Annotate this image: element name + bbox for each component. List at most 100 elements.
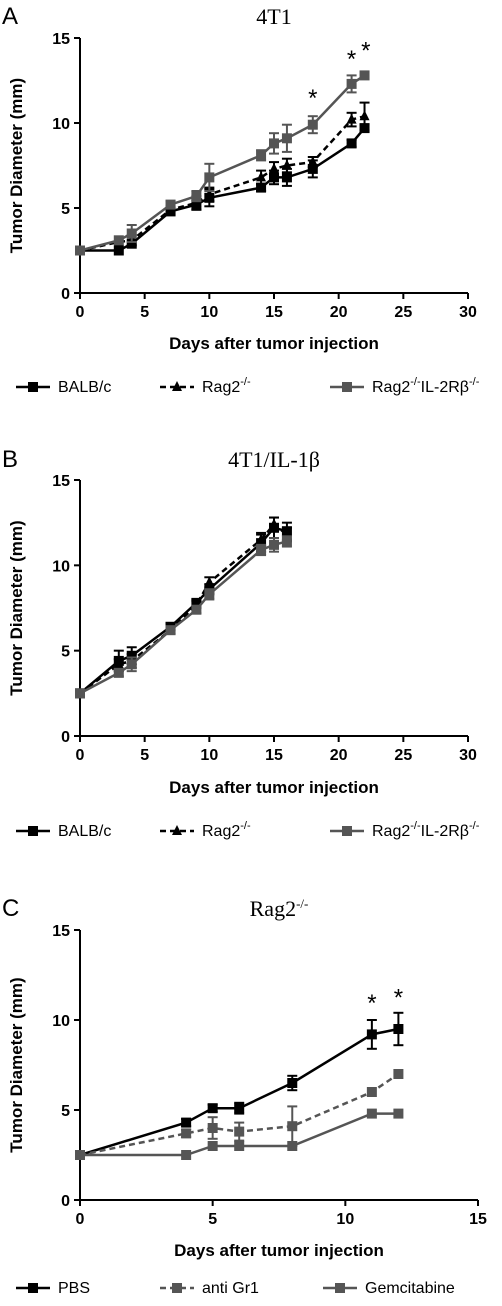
data-point	[207, 1103, 218, 1114]
legend-marker	[172, 1283, 182, 1293]
significance-star: *	[347, 46, 356, 73]
chart-title-superscript: -/-	[296, 896, 308, 911]
x-tick-label: 5	[140, 304, 149, 321]
legend-label-mid: IL-2Rβ	[421, 379, 469, 396]
legend-marker	[28, 1283, 38, 1293]
legend: BALB/c Rag2-/- Rag2-/-IL-2Rβ-/-	[16, 820, 480, 840]
legend-label-sup: -/-	[410, 376, 421, 388]
data-point	[191, 604, 202, 615]
series-0	[75, 1011, 404, 1160]
data-point	[256, 171, 267, 182]
y-axis-label: Tumor Diameter (mm)	[7, 520, 26, 695]
legend-label: Rag2-/-IL-2Rβ-/-	[372, 376, 480, 396]
series-line	[80, 127, 366, 252]
panel-letter: A	[2, 3, 18, 30]
data-point	[191, 191, 202, 202]
data-point	[346, 113, 357, 124]
x-axis-label: Days after tumor injection	[169, 334, 379, 353]
data-point	[113, 658, 124, 669]
legend-item: Rag2-/-IL-2Rβ-/-	[330, 376, 480, 396]
x-axis-label: Days after tumor injection	[169, 778, 379, 797]
legend-label-sup: -/-	[469, 376, 480, 388]
legend-label: Gemcitabine	[365, 1280, 455, 1297]
data-point	[234, 1141, 245, 1151]
data-point	[359, 110, 370, 121]
legend-marker	[335, 1283, 345, 1293]
legend-label-base: Rag2	[202, 823, 240, 840]
legend-item: Rag2-/-IL-2Rβ-/-	[330, 820, 480, 840]
legend-item: Rag2-/-	[160, 376, 251, 396]
data-point	[204, 188, 215, 199]
legend-item: BALB/c	[16, 823, 111, 840]
x-tick-label: 10	[200, 747, 218, 764]
significance-star: *	[308, 85, 317, 112]
data-point	[181, 1128, 192, 1139]
legend-label-base: anti Gr1	[202, 1280, 259, 1297]
y-tick-label: 10	[52, 116, 70, 133]
x-tick-label: 25	[394, 747, 412, 764]
x-tick-label: 0	[76, 747, 85, 764]
data-point	[346, 138, 357, 149]
series-1	[75, 101, 370, 255]
legend-item: Gemcitabine	[323, 1280, 455, 1297]
data-point	[165, 199, 176, 210]
x-tick-label: 30	[459, 304, 477, 321]
x-tick-label: 30	[459, 747, 477, 764]
data-point	[269, 539, 279, 550]
legend-label-sup: -/-	[469, 820, 480, 832]
legend-label-base: BALB/c	[58, 379, 111, 396]
data-point	[287, 1141, 298, 1151]
data-point	[75, 688, 85, 699]
chart-title: 4T1/IL-1β	[228, 447, 320, 472]
x-tick-label: 15	[265, 747, 283, 764]
significance-star: *	[394, 985, 403, 1012]
legend-item: PBS	[16, 1280, 90, 1297]
y-tick-label: 0	[61, 286, 70, 303]
series-1	[75, 1069, 404, 1160]
legend-label: Rag2-/-	[202, 376, 251, 396]
data-point	[281, 172, 292, 183]
y-tick-label: 0	[61, 1193, 70, 1210]
legend-label-base: Rag2	[202, 379, 240, 396]
series-2	[75, 1108, 404, 1160]
data-point	[269, 138, 279, 149]
legend-label: anti Gr1	[202, 1280, 259, 1297]
series-2	[75, 70, 370, 256]
legend-marker	[28, 382, 38, 392]
data-point	[113, 667, 124, 678]
legend-label: Rag2-/-IL-2Rβ-/-	[372, 820, 480, 840]
legend-label-base: Rag2	[372, 379, 410, 396]
chart-title: Rag2-/-	[250, 896, 309, 921]
y-tick-label: 10	[52, 1013, 70, 1030]
data-point	[165, 625, 176, 636]
data-point	[281, 133, 292, 144]
legend-label-base: Gemcitabine	[365, 1280, 455, 1297]
significance-star: *	[361, 37, 370, 64]
x-axis-label: Days after tumor injection	[174, 1241, 384, 1260]
data-point	[204, 589, 215, 600]
data-point	[269, 518, 279, 529]
y-axis-label: Tumor Diameter (mm)	[7, 977, 26, 1152]
chart-panel-B: B 4T1/IL-1β 0 5 10 15 0 5 10 15 20 25 30 Days after t…	[2, 446, 480, 840]
legend: BALB/c Rag2-/- Rag2-/-IL-2Rβ-/-	[16, 376, 480, 396]
data-point	[126, 228, 137, 239]
data-point	[281, 536, 292, 547]
data-point	[393, 1024, 404, 1034]
data-point	[256, 544, 267, 555]
legend-label-mid: IL-2Rβ	[421, 823, 469, 840]
data-point	[204, 172, 215, 183]
data-point	[181, 1117, 192, 1128]
legend-label: Rag2-/-	[202, 820, 251, 840]
legend-label-base: Rag2	[372, 823, 410, 840]
legend-item: BALB/c	[16, 379, 111, 396]
legend-marker	[342, 826, 352, 836]
y-tick-label: 10	[52, 558, 70, 575]
series-line	[79, 522, 288, 695]
y-axis-label: Tumor Diameter (mm)	[7, 78, 26, 253]
legend-label: BALB/c	[58, 379, 111, 396]
legend-marker	[172, 381, 182, 391]
data-point	[307, 119, 318, 130]
data-point	[113, 235, 124, 246]
data-point	[287, 1121, 298, 1132]
